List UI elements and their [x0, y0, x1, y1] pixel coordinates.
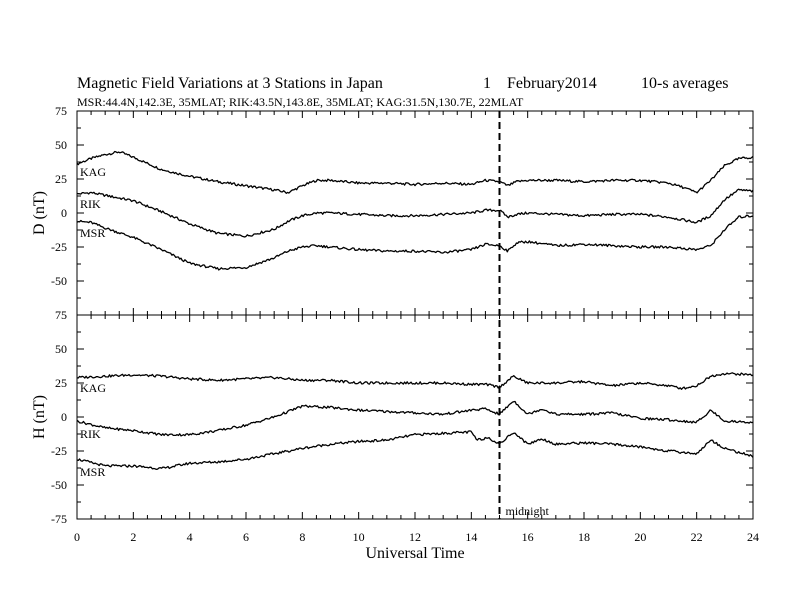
chart-header: Magnetic Field Variations at 3 Stations …	[77, 75, 729, 109]
x-tick-label: 22	[691, 530, 703, 544]
series-line-msr-h	[76, 430, 754, 471]
x-tick-label: 8	[299, 530, 305, 544]
panel-d: -50 -25 0 25 50 75 D (nT) KAG RIK MSR	[31, 104, 754, 316]
x-tick-label: 16	[522, 530, 534, 544]
y-tick-label: 0	[61, 206, 67, 220]
series-label-rik-d: RIK	[80, 197, 101, 211]
x-tick-label: 12	[409, 530, 421, 544]
series-label-msr-h: MSR	[80, 465, 105, 479]
x-tick-label: 6	[243, 530, 249, 544]
series-label-rik-h: RIK	[80, 427, 101, 441]
averaging-label: 10-s averages	[641, 75, 729, 92]
y-axis-label-d: D (nT)	[31, 191, 48, 235]
y-tick-label: 75	[55, 104, 67, 118]
x-tick-label: 2	[130, 530, 136, 544]
y-tick-label: -25	[51, 240, 67, 254]
y-tick-label: 25	[55, 172, 67, 186]
series-line-kag-h	[76, 372, 754, 390]
y-tick-label: 0	[61, 410, 67, 424]
date-day: 1	[483, 75, 491, 92]
x-axis-label: Universal Time	[365, 545, 464, 562]
x-tick-label: 0	[74, 530, 80, 544]
panel-frame-d	[76, 110, 754, 316]
y-tick-label: 50	[55, 138, 67, 152]
chart-title: Magnetic Field Variations at 3 Stations …	[77, 75, 383, 92]
x-tick-label: 24	[747, 530, 759, 544]
series-line-rik-d	[76, 188, 754, 238]
date-month-year: February2014	[507, 75, 597, 92]
y-tick-label: 75	[55, 308, 67, 322]
series-line-kag-d	[76, 150, 754, 194]
panel-frame-h	[76, 314, 754, 520]
series-line-msr-d	[76, 214, 754, 271]
series-line-rik-h	[76, 400, 754, 437]
x-tick-label: 14	[465, 530, 477, 544]
x-tick-label: 20	[634, 530, 646, 544]
y-tick-label: -25	[51, 444, 67, 458]
y-tick-label: 25	[55, 376, 67, 390]
y-tick-label: 50	[55, 342, 67, 356]
series-label-kag-d: KAG	[80, 165, 106, 179]
series-label-kag-h: KAG	[80, 381, 106, 395]
x-tick-label: 10	[353, 530, 365, 544]
x-tick-label: 18	[578, 530, 590, 544]
series-label-msr-d: MSR	[80, 226, 105, 240]
y-tick-label: -50	[51, 478, 67, 492]
x-tick-label: 4	[187, 530, 193, 544]
station-coordinates: MSR:44.4N,142.3E, 35MLAT; RIK:43.5N,143.…	[77, 95, 524, 109]
y-tick-label: -75	[51, 512, 67, 526]
y-axis-label-h: H (nT)	[31, 395, 48, 439]
y-tick-label: -50	[51, 274, 67, 288]
midnight-label: midnight	[506, 504, 550, 518]
